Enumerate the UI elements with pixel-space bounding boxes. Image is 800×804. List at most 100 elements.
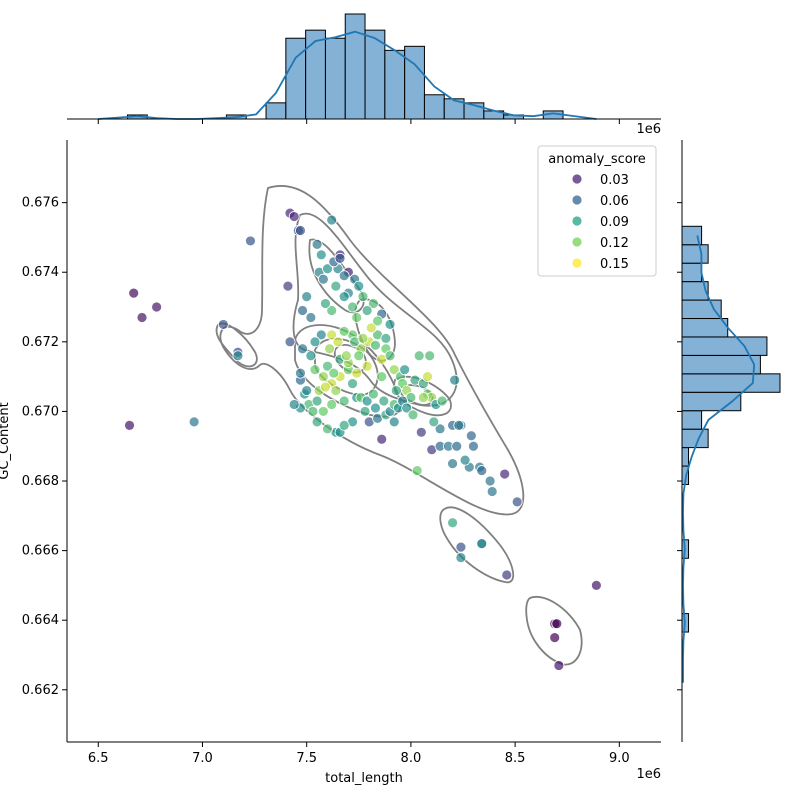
scatter-point xyxy=(449,374,461,386)
scatter-point xyxy=(338,395,350,407)
x-hist-bar xyxy=(265,102,287,120)
scatter-point xyxy=(367,298,379,309)
y-hist-bar xyxy=(681,354,761,375)
scatter-point xyxy=(424,350,436,362)
scatter-point xyxy=(384,319,396,330)
legend-frame xyxy=(537,145,657,277)
scatter-point xyxy=(326,399,338,410)
kde-contour-outer xyxy=(219,185,525,516)
scatter-point xyxy=(459,454,471,466)
scatter-point xyxy=(357,291,369,302)
scatter-point xyxy=(370,339,381,351)
scatter-point xyxy=(301,291,313,302)
scatter-point xyxy=(447,517,458,529)
scatter-point xyxy=(282,280,294,292)
x-tick-label: 9.0 xyxy=(609,751,630,766)
scatter-points xyxy=(124,207,602,671)
scatter-point xyxy=(455,541,467,553)
scatter-point xyxy=(317,406,329,417)
legend-entry-label: 0.12 xyxy=(600,236,629,251)
legend-marker xyxy=(571,257,583,269)
scatter-point xyxy=(338,291,350,302)
axes: 6.5 7.0 7.5 8.0 8.5 9.0 0.662 0.664 0.666 0.668 0.… xyxy=(22,140,661,766)
y-hist-bar xyxy=(681,410,703,430)
x-hist-bar xyxy=(324,37,346,120)
scatter-point xyxy=(326,214,338,226)
scatter-point xyxy=(353,350,365,362)
scatter-point xyxy=(372,315,383,327)
scatter-point xyxy=(305,312,317,323)
x-axis-label: total_length xyxy=(325,771,403,786)
scatter-point xyxy=(422,371,433,383)
x-marginal-axes xyxy=(67,118,661,124)
scatter-point xyxy=(484,475,496,487)
scatter-point xyxy=(315,249,327,261)
scatter-point xyxy=(447,458,458,470)
x-hist-bar xyxy=(344,13,366,120)
x-tick-label: 7.5 xyxy=(296,751,317,766)
kde-contour-10 xyxy=(215,322,258,368)
scatter-point xyxy=(453,419,465,431)
scatter-point xyxy=(347,378,358,389)
scatter-point xyxy=(288,399,300,410)
scatter-point xyxy=(136,312,148,323)
scatter-point xyxy=(401,402,413,414)
scatter-point xyxy=(322,360,333,372)
scatter-point xyxy=(284,336,296,348)
scatter-point xyxy=(549,632,561,644)
scatter-point xyxy=(315,329,327,341)
scatter-point xyxy=(151,301,163,313)
scatter-point xyxy=(384,350,396,362)
scatter-point xyxy=(328,367,340,379)
scatter-point xyxy=(361,305,373,316)
scatter-point xyxy=(365,322,377,334)
scatter-point xyxy=(128,287,140,299)
legend-marker xyxy=(571,236,583,248)
scatter-point xyxy=(326,305,338,316)
legend-marker xyxy=(571,215,583,227)
kde-contours xyxy=(215,185,583,666)
scatter-point xyxy=(351,367,363,379)
scatter-point xyxy=(551,618,563,630)
scatter-point xyxy=(411,465,423,476)
kde-contour-2 xyxy=(292,212,458,407)
legend-entry-label: 0.15 xyxy=(600,257,629,272)
scatter-point xyxy=(317,371,329,383)
x-tick-label: 8.0 xyxy=(401,751,422,766)
scatter-point xyxy=(511,496,523,508)
scatter-point xyxy=(320,298,331,309)
scatter-point xyxy=(415,426,427,438)
scatter-point xyxy=(553,660,565,671)
scatter-point xyxy=(332,336,344,348)
scatter-point xyxy=(320,381,331,393)
scatter-point xyxy=(324,343,336,355)
scatter-point xyxy=(309,364,321,376)
scatter-point xyxy=(451,440,463,452)
legend-entry-label: 0.06 xyxy=(600,194,629,209)
scatter-point xyxy=(317,273,329,285)
scatter-point xyxy=(338,325,350,337)
scatter-point xyxy=(351,312,363,323)
scatter-point xyxy=(434,423,446,435)
y-marginal-histogram xyxy=(681,225,781,683)
scatter-point xyxy=(311,395,323,407)
scatter-point xyxy=(367,388,379,400)
y-hist-bar xyxy=(681,447,690,467)
x-tick-label: 8.5 xyxy=(505,751,526,766)
scatter-point xyxy=(376,371,388,383)
scatter-point xyxy=(311,238,323,250)
scatter-point xyxy=(465,430,477,442)
scatter-point xyxy=(417,392,429,403)
x-hist-bar xyxy=(285,37,307,120)
scatter-point xyxy=(309,336,321,348)
scatter-point xyxy=(307,406,319,417)
legend-title: anomaly_score xyxy=(548,152,646,167)
scatter-point xyxy=(347,301,358,313)
scatter-point xyxy=(388,364,400,376)
scatter-point xyxy=(322,263,333,275)
legend-marker xyxy=(571,194,583,206)
y-density-curve xyxy=(682,235,756,683)
y-hist-bar xyxy=(681,428,709,449)
scatter-point xyxy=(388,416,400,428)
